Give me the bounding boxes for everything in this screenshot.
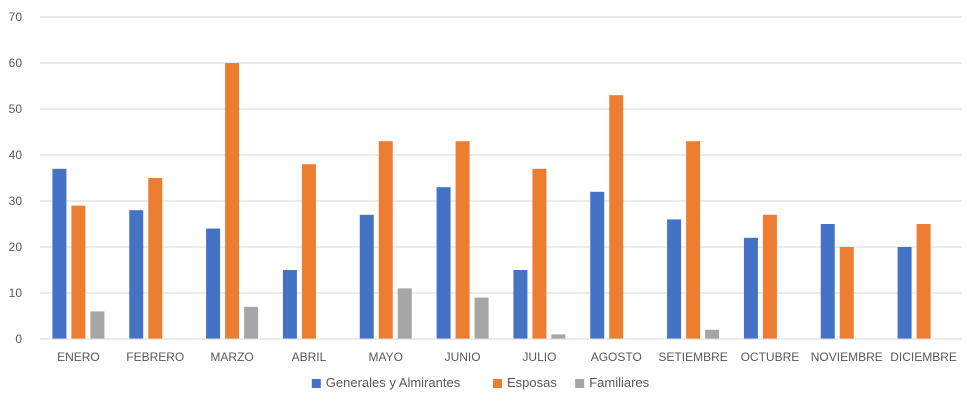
bar (282, 270, 297, 339)
bar (513, 270, 528, 339)
y-tick-label: 10 (9, 286, 23, 300)
x-tick-label: AGOSTO (591, 350, 642, 364)
x-tick-label: JUNIO (445, 350, 481, 364)
bar (609, 95, 624, 339)
y-tick-label: 20 (9, 240, 23, 254)
legend-swatch (311, 379, 321, 388)
gridlines (40, 16, 962, 294)
bar (897, 247, 912, 339)
bar (839, 247, 854, 339)
bar (244, 306, 259, 339)
x-tick-label: SETIEMBRE (658, 350, 727, 364)
y-axis-ticks: 0 10 20 30 40 50 60 70 (9, 10, 23, 346)
bar (206, 228, 221, 339)
y-tick-label: 50 (9, 102, 23, 116)
bar (359, 214, 374, 339)
bar (225, 63, 240, 339)
bars (52, 63, 931, 339)
bar (71, 205, 86, 339)
bar (129, 210, 144, 339)
y-tick-label: 40 (9, 148, 23, 162)
y-tick-label: 70 (9, 10, 23, 24)
legend-label: Generales y Almirantes (326, 375, 461, 390)
bar (686, 141, 701, 339)
y-tick-label: 30 (9, 194, 23, 208)
x-tick-label: NOVIEMBRE (811, 350, 883, 364)
legend-label: Esposas (507, 375, 557, 390)
bar (397, 288, 412, 339)
bar (455, 141, 470, 339)
legend: Generales y Almirantes Esposas Familiares (311, 375, 650, 390)
x-tick-label: ENERO (57, 350, 100, 364)
bar (148, 178, 163, 339)
bar (762, 214, 777, 339)
x-tick-label: ABRIL (292, 350, 327, 364)
x-tick-label: MARZO (210, 350, 253, 364)
x-tick-label: DICIEMBRE (890, 350, 957, 364)
bar (590, 191, 605, 339)
bar (705, 329, 720, 339)
bar (436, 187, 451, 339)
bar (551, 334, 566, 339)
x-tick-label: OCTUBRE (741, 350, 800, 364)
bar (667, 219, 682, 339)
legend-swatch (493, 379, 502, 388)
x-axis-ticks: ENERO FEBRERO MARZO ABRIL MAYO JUNIO JULIO AGOS… (57, 350, 957, 364)
bar (532, 168, 547, 339)
x-tick-label: JULIO (522, 350, 556, 364)
bar (90, 311, 105, 339)
x-tick-label: MAYO (369, 350, 403, 364)
y-tick-label: 0 (15, 332, 22, 346)
bar (52, 168, 67, 339)
bar (820, 224, 835, 339)
legend-swatch (575, 379, 585, 388)
bar (301, 164, 316, 339)
bar (474, 297, 489, 339)
bar (378, 141, 393, 339)
y-tick-label: 60 (9, 56, 23, 70)
x-tick-label: FEBRERO (126, 350, 184, 364)
bar (743, 237, 758, 339)
bar (916, 224, 931, 339)
legend-label: Familiares (589, 375, 649, 390)
